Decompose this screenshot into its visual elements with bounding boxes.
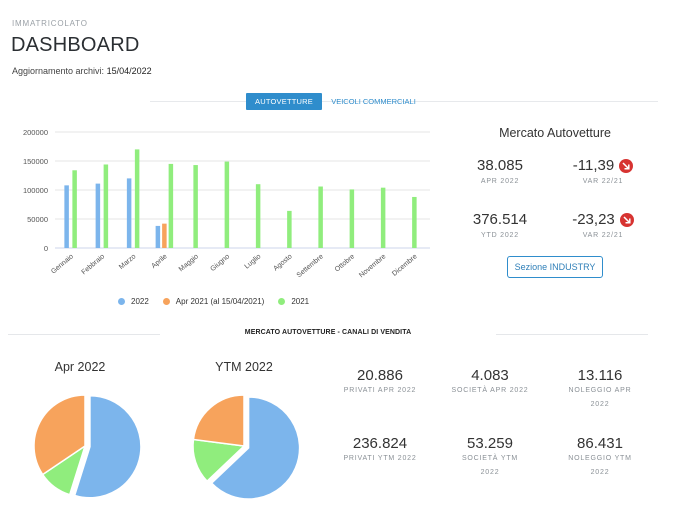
tabs-divider [150, 101, 658, 102]
stat-value: 236.824 [352, 435, 408, 452]
stat-value: 13.116 [577, 367, 623, 384]
bar-2021-dicembre[interactable] [412, 196, 417, 248]
kpi-apr: 38.085 APR 2022 [450, 157, 550, 185]
x-tick-label: Gennaio [50, 253, 75, 275]
archive-update-info: Aggiornamento archivi: 15/04/2022 [12, 66, 152, 76]
stat-value: 20.886 [357, 367, 403, 384]
arrow-down-right-icon [619, 158, 634, 173]
bar-2021-luglio[interactable] [255, 184, 261, 248]
y-tick-label: 0 [44, 244, 48, 253]
bar-2021-marzo[interactable] [134, 149, 140, 248]
stat-value: 86.431 [577, 435, 623, 452]
kpi-var-apr-value: -11,39 [572, 157, 615, 174]
stat-societa-apr: 4.083 SOCIETÀ APR 2022 [440, 367, 540, 398]
arrow-down-right-icon [619, 212, 634, 227]
legend-label-2022: 2022 [131, 296, 149, 306]
x-tick-label: Giugno [209, 253, 231, 273]
stat-privati-apr: 20.886 PRIVATI APR 2022 [330, 367, 430, 398]
y-tick-label: 200000 [23, 128, 48, 137]
bar-apr-aprile[interactable] [162, 223, 167, 248]
legend-dot-2021 [278, 297, 286, 305]
y-tick-label: 50000 [27, 215, 48, 224]
page-title: DASHBOARD [11, 34, 140, 56]
stat-privati-ytm: 236.824 PRIVATI YTM 2022 [330, 435, 430, 466]
bar-2021-maggio[interactable] [193, 165, 198, 248]
bar-2021-gennaio[interactable] [72, 170, 77, 248]
pie-chart-apr-2022 [33, 394, 142, 499]
legend-label-apr-2021: Apr 2021 (al 15/04/2021) [175, 296, 265, 306]
y-tick-label: 150000 [23, 157, 48, 166]
kpi-ytd-value: 376.514 [472, 211, 528, 228]
x-tick-label: Marzo [118, 253, 137, 271]
chart-legend: 2022 Apr 2021 (al 15/04/2021) 2021 [118, 295, 323, 307]
legend-item-apr-2021[interactable]: Apr 2021 (al 15/04/2021) [162, 296, 265, 306]
stat-value: 53.259 [467, 435, 513, 452]
pie-title-apr: Apr 2022 [54, 360, 106, 374]
stat-label: PRIVATI APR 2022 [343, 387, 417, 394]
tab-autovetture[interactable]: AUTOVETTURE [246, 93, 322, 110]
x-tick-label: Dicembre [391, 253, 419, 278]
market-title: Mercato Autovetture [499, 126, 611, 140]
pie-chart-ytm-2022 [192, 394, 301, 500]
bar-2021-ottobre[interactable] [349, 189, 355, 248]
bar-2021-febbraio[interactable] [103, 164, 109, 248]
kpi-var-apr: -11,39 VAR 22/21 [548, 157, 658, 185]
page-subtitle: IMMATRICOLATO [12, 19, 88, 28]
kpi-ytd-label: YTD 2022 [481, 232, 519, 239]
legend-item-2022[interactable]: 2022 [118, 297, 149, 306]
bar-2022-aprile[interactable] [155, 225, 161, 248]
legend-dot-2022 [118, 297, 125, 305]
stat-value: 4.083 [471, 367, 509, 384]
kpi-ytd: 376.514 YTD 2022 [450, 211, 550, 239]
y-tick-label: 100000 [23, 186, 48, 195]
bar-2021-novembre[interactable] [380, 187, 386, 248]
x-tick-label: Luglio [244, 253, 263, 270]
pie-slice-privati[interactable] [210, 396, 301, 500]
bar-2021-settembre[interactable] [318, 186, 323, 248]
sales-channels-title: MERCATO AUTOVETTURE - CANALI DI VENDITA [160, 329, 496, 336]
x-tick-label: Agosto [272, 253, 293, 272]
stat-label: NOLEGGIO YTM 2022 [568, 455, 632, 476]
kpi-var-ytd-value: -23,23 [572, 211, 615, 228]
archive-update-date: 15/04/2022 [106, 66, 152, 76]
x-tick-label: Maggio [178, 253, 200, 273]
kpi-var-ytd-label: VAR 22/21 [582, 232, 624, 239]
x-tick-label: Novembre [358, 253, 387, 279]
kpi-apr-value: 38.085 [477, 157, 523, 174]
kpi-var-ytd: -23,23 VAR 22/21 [548, 211, 658, 239]
bar-2021-agosto[interactable] [287, 210, 292, 248]
tab-veicoli-commerciali[interactable]: VEICOLI COMMERCIALI [331, 97, 416, 106]
legend-dot-apr-2021 [162, 297, 170, 305]
bar-2022-marzo[interactable] [126, 178, 132, 248]
pie-slice-noleggio[interactable] [192, 394, 245, 447]
x-tick-label: Ottobre [334, 253, 356, 273]
pie-slice-privati[interactable] [73, 395, 142, 499]
kpi-apr-label: APR 2022 [480, 178, 520, 185]
stat-societa-ytm: 53.259 SOCIETÀ YTM 2022 [440, 435, 540, 480]
x-tick-label: Aprile [150, 253, 168, 270]
legend-label-2021: 2021 [291, 296, 310, 306]
archive-update-label: Aggiornamento archivi: [12, 66, 105, 76]
kpi-var-apr-label: VAR 22/21 [582, 178, 624, 185]
stat-label: PRIVATI YTM 2022 [343, 455, 417, 462]
stat-noleggio-apr: 13.116 NOLEGGIO APR 2022 [550, 367, 650, 412]
bar-2021-giugno[interactable] [224, 161, 230, 248]
bar-2022-febbraio[interactable] [95, 183, 101, 248]
industry-section-button[interactable]: Sezione INDUSTRY [507, 256, 603, 278]
bar-2022-gennaio[interactable] [64, 185, 69, 248]
x-tick-label: Febbraio [80, 253, 106, 276]
stat-noleggio-ytm: 86.431 NOLEGGIO YTM 2022 [550, 435, 650, 480]
legend-item-2021[interactable]: 2021 [278, 297, 309, 306]
bar-2021-aprile[interactable] [168, 163, 174, 248]
x-tick-label: Settembre [296, 253, 325, 279]
pie-slice-noleggio[interactable] [33, 394, 86, 476]
stat-label: NOLEGGIO APR 2022 [568, 387, 632, 408]
stat-label: SOCIETÀ APR 2022 [451, 387, 529, 394]
stat-label: SOCIETÀ YTM 2022 [461, 455, 519, 476]
pie-title-ytm: YTM 2022 [215, 360, 273, 374]
